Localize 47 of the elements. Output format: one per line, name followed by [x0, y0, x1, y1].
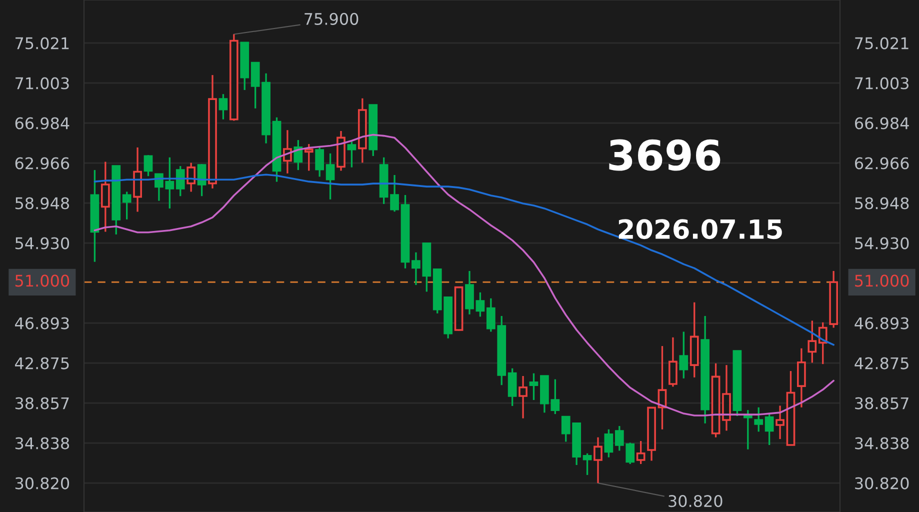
y2-tick-label: 75.021	[855, 37, 908, 50]
y-tick-label: 42.875	[15, 357, 69, 370]
y2-tick-label: 38.857	[855, 397, 908, 410]
y-tick-label: 38.857	[15, 397, 69, 410]
candlestick	[358, 98, 367, 164]
candlestick	[529, 372, 538, 401]
candlestick	[465, 270, 474, 316]
y2-tick-label: 30.820	[855, 477, 909, 490]
candlestick	[326, 152, 335, 200]
candlestick	[690, 302, 699, 378]
y-tick-label: 75.021	[16, 37, 69, 50]
candlestick	[133, 146, 142, 213]
candlestick	[808, 320, 817, 364]
candlestick	[679, 330, 688, 380]
ref-line-label: 51.000	[15, 274, 70, 287]
y-tick-label: 34.838	[15, 437, 70, 450]
text: 51.000	[855, 274, 909, 287]
candlestick	[700, 315, 710, 424]
candlestick	[722, 364, 731, 432]
y-tick-label: 54.930	[15, 237, 70, 250]
y2-tick-label: 34.838	[855, 437, 909, 450]
y2-tick-label: 62.966	[855, 157, 909, 170]
y-tick-label: 71.003	[16, 77, 69, 90]
candlestick	[186, 162, 196, 193]
y2-tick-label: 42.875	[854, 357, 908, 370]
text: 3696	[609, 139, 720, 171]
y-tick-label: 66.984	[15, 117, 70, 130]
y-tick-label: 46.893	[15, 317, 69, 330]
text: 2026.07.15	[618, 219, 782, 240]
annotation: 75.900	[304, 12, 358, 25]
y-tick-label: 62.966	[15, 157, 70, 170]
y-tick-label: 58.948	[15, 197, 70, 210]
candlestick	[100, 160, 110, 233]
annotation: 30.820	[668, 495, 722, 508]
candlestick	[518, 375, 528, 420]
candlestick	[208, 74, 217, 190]
candlestick	[90, 169, 100, 263]
candlestick	[776, 404, 784, 440]
candlestick	[797, 348, 806, 408]
y2-tick-label: 46.893	[854, 317, 908, 330]
y2-tick-label: 58.948	[855, 197, 909, 210]
y2-tick-label: 71.003	[855, 77, 908, 90]
y2-tick-label: 54.930	[855, 237, 909, 250]
y2-tick-label: 66.984	[855, 117, 909, 130]
y-tick-label: 30.820	[15, 477, 70, 490]
candlestick	[658, 345, 667, 430]
candlestick	[594, 436, 602, 484]
